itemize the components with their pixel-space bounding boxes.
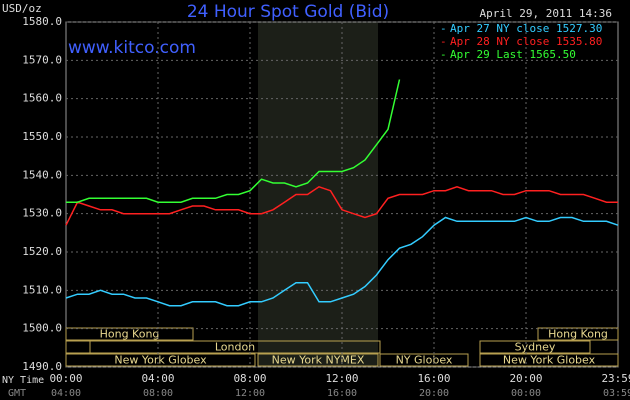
x-tick-label: 20:00 — [509, 372, 542, 385]
y-tick-label: 1560.0 — [22, 92, 62, 105]
session-box — [89, 340, 381, 354]
y-tick-label: 1520.0 — [22, 245, 62, 258]
y-tick-label: 1510.0 — [22, 283, 62, 296]
legend-label: Apr 27 NY close 1527.30 — [450, 22, 602, 35]
x-tick-label: 12:00 — [325, 372, 358, 385]
session-label: New York Globex — [503, 354, 596, 367]
x2-axis-label: GMT — [8, 388, 26, 399]
session-box — [537, 327, 619, 341]
gmt-tick-label: 16:00 — [327, 388, 357, 399]
session-label: Hong Kong — [100, 328, 160, 341]
x-tick-label: 08:00 — [233, 372, 266, 385]
y-tick-label: 1550.0 — [22, 130, 62, 143]
series-line — [66, 79, 401, 203]
x-tick-label: 04:00 — [141, 372, 174, 385]
series-line — [65, 216, 619, 307]
session-box — [65, 327, 194, 341]
gmt-tick-label: 20:00 — [419, 388, 449, 399]
session-box — [479, 353, 619, 367]
x-tick-label: 23:59 — [601, 372, 630, 385]
legend-label: Apr 29 Last 1565.50 — [450, 48, 576, 61]
legend-marker: - — [440, 22, 447, 35]
gmt-tick-label: 04:00 — [51, 388, 81, 399]
y-tick-label: 1580.0 — [22, 15, 62, 28]
session-label: New York Globex — [114, 354, 207, 367]
legend-marker: - — [440, 48, 447, 61]
session-label: Sydney — [515, 341, 556, 354]
x-tick-label: 16:00 — [417, 372, 450, 385]
session-label: New York NYMEX — [272, 354, 365, 367]
y-tick-label: 1500.0 — [22, 322, 62, 335]
legend-label: Apr 28 NY close 1535.80 — [450, 35, 602, 48]
gmt-tick-label: 00:00 — [511, 388, 541, 399]
y-tick-label: 1530.0 — [22, 207, 62, 220]
y-tick-label: 1540.0 — [22, 168, 62, 181]
legend-marker: - — [440, 35, 447, 48]
x-tick-label: 00:00 — [49, 372, 82, 385]
watermark: www.kitco.com — [68, 38, 196, 58]
gmt-tick-label: 12:00 — [235, 388, 265, 399]
session-label: London — [215, 341, 255, 354]
session-box — [479, 340, 591, 354]
session-box — [65, 353, 256, 367]
x-axis-label: NY Time — [2, 375, 44, 386]
y-tick-label: 1490.0 — [22, 360, 62, 373]
session-label: Hong Kong — [548, 328, 608, 341]
y-tick-label: 1570.0 — [22, 53, 62, 66]
gmt-tick-label: 03:59 — [603, 388, 630, 399]
timestamp: April 29, 2011 14:36 — [480, 7, 612, 20]
chart-title: 24 Hour Spot Gold (Bid) — [187, 2, 389, 22]
gmt-tick-label: 08:00 — [143, 388, 173, 399]
y-axis-label: USD/oz — [2, 2, 42, 15]
nymex-shade — [258, 22, 378, 367]
session-box — [379, 353, 469, 367]
series-line — [65, 185, 618, 226]
session-box — [257, 353, 379, 367]
session-label: NY Globex — [396, 354, 453, 367]
